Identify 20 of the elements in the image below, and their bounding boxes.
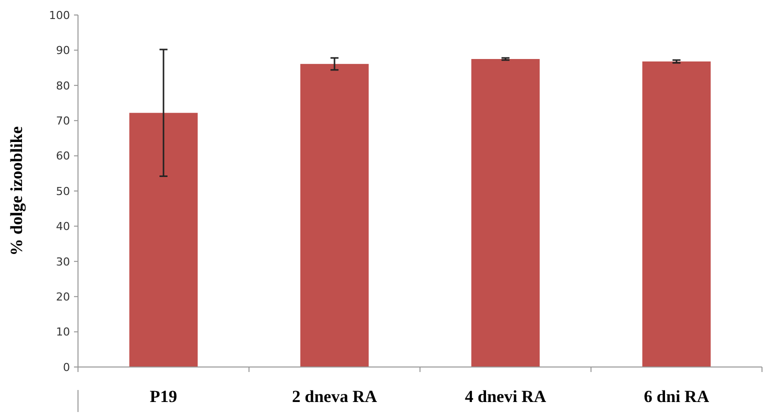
y-tick-label: 70 [56, 114, 70, 128]
x-tick-label: P19 [150, 387, 178, 406]
y-tick-label: 10 [56, 326, 70, 339]
y-tick-label: 90 [56, 44, 70, 58]
bar [129, 112, 198, 367]
y-tick-label: 30 [56, 255, 70, 268]
bar [300, 64, 369, 367]
y-tick-label: 40 [56, 220, 70, 234]
y-tick-label: 80 [56, 79, 70, 92]
y-tick-label: 0 [63, 360, 70, 374]
x-tick-label: 6 dni RA [644, 387, 710, 406]
y-tick-label: 100 [49, 8, 70, 22]
y-tick-label: 20 [56, 290, 70, 304]
y-tick-label: 50 [56, 184, 70, 198]
y-axis-title: % dolge izooblike [7, 126, 26, 256]
x-tick-label: 4 dnevi RA [464, 387, 547, 406]
bar [471, 59, 540, 367]
bar [642, 61, 711, 367]
x-tick-label: 2 dneva RA [292, 387, 378, 406]
y-tick-label: 60 [56, 150, 70, 163]
